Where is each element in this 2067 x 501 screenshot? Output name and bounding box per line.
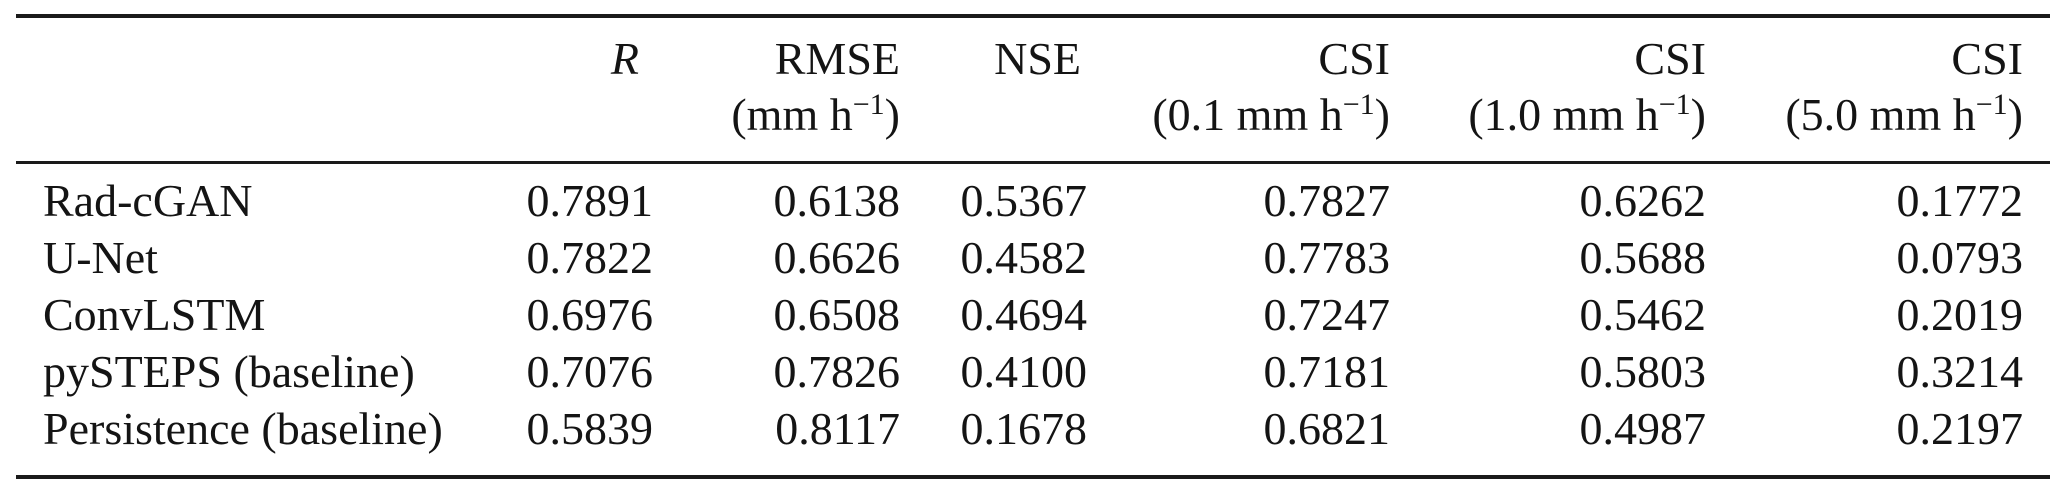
unit-text: (0.1 mm h xyxy=(1152,89,1343,140)
cell-csi-10: 0.6262 xyxy=(1579,175,1707,226)
cell-nse: 0.1678 xyxy=(960,403,1088,454)
cell-nse: 0.4100 xyxy=(960,346,1088,397)
cell-csi-10: 0.4987 xyxy=(1579,403,1707,454)
column-unit: (1.0 mm h−1) xyxy=(1390,84,1706,146)
cell-rmse: 0.6626 xyxy=(773,232,901,283)
column-unit xyxy=(456,84,653,146)
cell-nse: 0.5367 xyxy=(960,175,1088,226)
cell-csi-10: 0.5462 xyxy=(1579,289,1707,340)
unit-text: (5.0 mm h xyxy=(1785,89,1976,140)
cell-csi-50: 0.0793 xyxy=(1896,232,2024,283)
column-unit: (5.0 mm h−1) xyxy=(1706,84,2023,146)
cell-nse: 0.4694 xyxy=(960,289,1088,340)
cell-csi-01: 0.7827 xyxy=(1263,175,1391,226)
column-label: R xyxy=(610,33,639,84)
column-header-r: R xyxy=(456,16,653,163)
cell-csi-50: 0.1772 xyxy=(1896,175,2024,226)
unit-close: ) xyxy=(884,89,900,140)
cell-r: 0.7891 xyxy=(526,175,654,226)
table-header: R RMSE (mm h−1) NSE CSI (0.1 mm h−1) CSI xyxy=(16,16,2050,163)
cell-csi-50: 0.2019 xyxy=(1896,289,2024,340)
column-label: CSI xyxy=(1951,33,2023,84)
table-row: pySTEPS (baseline) 0.7076 0.7826 0.4100 … xyxy=(16,343,2050,400)
unit-exponent: −1 xyxy=(1975,88,2008,121)
cell-rmse: 0.6138 xyxy=(773,175,901,226)
unit-exponent: −1 xyxy=(1342,88,1375,121)
column-header-rmse: RMSE (mm h−1) xyxy=(653,16,900,163)
unit-close: ) xyxy=(2007,89,2023,140)
column-unit: (mm h−1) xyxy=(653,84,900,146)
table-body: Rad-cGAN 0.7891 0.6138 0.5367 0.7827 0.6… xyxy=(16,163,2050,478)
cell-csi-01: 0.7247 xyxy=(1263,289,1391,340)
column-unit: (0.1 mm h−1) xyxy=(1087,84,1390,146)
cell-nse: 0.4582 xyxy=(960,232,1088,283)
column-label: NSE xyxy=(994,33,1081,84)
unit-exponent: −1 xyxy=(852,88,885,121)
unit-text: (mm h xyxy=(731,89,853,140)
column-label: RMSE xyxy=(774,33,900,84)
cell-csi-01: 0.6821 xyxy=(1263,403,1391,454)
table-row: U-Net 0.7822 0.6626 0.4582 0.7783 0.5688… xyxy=(16,229,2050,286)
table-row: Persistence (baseline) 0.5839 0.8117 0.1… xyxy=(16,400,2050,477)
column-header-csi-10: CSI (1.0 mm h−1) xyxy=(1390,16,1706,163)
row-label: ConvLSTM xyxy=(43,289,266,340)
header-row: R RMSE (mm h−1) NSE CSI (0.1 mm h−1) CSI xyxy=(16,16,2050,163)
row-label: Persistence (baseline) xyxy=(43,403,443,454)
cell-csi-01: 0.7783 xyxy=(1263,232,1391,283)
unit-exponent: −1 xyxy=(1658,88,1691,121)
table-row: ConvLSTM 0.6976 0.6508 0.4694 0.7247 0.5… xyxy=(16,286,2050,343)
unit-close: ) xyxy=(1690,89,1706,140)
cell-r: 0.7822 xyxy=(526,232,654,283)
cell-r: 0.7076 xyxy=(526,346,654,397)
column-header-nse: NSE xyxy=(900,16,1087,163)
row-label: U-Net xyxy=(43,232,158,283)
column-label: CSI xyxy=(1318,33,1390,84)
cell-csi-50: 0.3214 xyxy=(1896,346,2024,397)
cell-csi-01: 0.7181 xyxy=(1263,346,1391,397)
cell-rmse: 0.7826 xyxy=(773,346,901,397)
metrics-table: R RMSE (mm h−1) NSE CSI (0.1 mm h−1) CSI xyxy=(16,14,2050,479)
unit-close: ) xyxy=(1374,89,1390,140)
column-unit xyxy=(16,34,456,96)
cell-rmse: 0.6508 xyxy=(773,289,901,340)
row-label: pySTEPS (baseline) xyxy=(43,346,415,397)
cell-rmse: 0.8117 xyxy=(775,403,900,454)
cell-csi-50: 0.2197 xyxy=(1896,403,2024,454)
cell-r: 0.6976 xyxy=(526,289,654,340)
cell-r: 0.5839 xyxy=(526,403,654,454)
table-row: Rad-cGAN 0.7891 0.6138 0.5367 0.7827 0.6… xyxy=(16,163,2050,230)
column-header-csi-50: CSI (5.0 mm h−1) xyxy=(1706,16,2050,163)
column-unit xyxy=(900,84,1087,146)
column-header-csi-01: CSI (0.1 mm h−1) xyxy=(1087,16,1390,163)
column-header-model xyxy=(16,16,456,163)
column-label: CSI xyxy=(1634,33,1706,84)
cell-csi-10: 0.5688 xyxy=(1579,232,1707,283)
cell-csi-10: 0.5803 xyxy=(1579,346,1707,397)
unit-text: (1.0 mm h xyxy=(1468,89,1659,140)
row-label: Rad-cGAN xyxy=(43,175,253,226)
